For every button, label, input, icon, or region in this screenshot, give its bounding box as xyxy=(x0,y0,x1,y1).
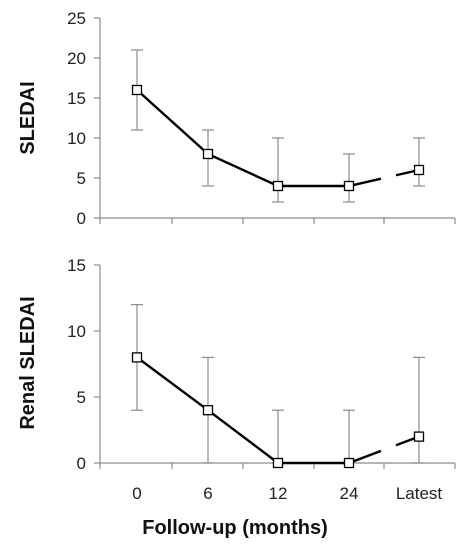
x-tick-label: 12 xyxy=(269,484,288,503)
renal-sledai-panel: Renal SLEDAI 0 5 10 15 0 6 12 24 Latest xyxy=(17,256,456,503)
y-tick-label: 10 xyxy=(67,322,86,341)
data-point-marker xyxy=(131,352,143,363)
data-point-marker xyxy=(202,148,214,160)
x-tick-label: Latest xyxy=(396,484,443,503)
y-ticks: 0 5 10 15 xyxy=(67,256,100,473)
data-point-marker xyxy=(413,164,425,176)
x-tick-label: 0 xyxy=(132,484,141,503)
y-tick-label: 15 xyxy=(67,256,86,275)
data-markers xyxy=(131,84,425,192)
y-tick-label: 15 xyxy=(67,89,86,108)
x-tick-labels: 0 6 12 24 Latest xyxy=(132,484,442,503)
x-tick-label: 24 xyxy=(340,484,359,503)
data-point-marker xyxy=(272,457,284,469)
y-tick-label: 10 xyxy=(67,129,86,148)
y-tick-label: 0 xyxy=(77,209,86,228)
y-tick-label: 5 xyxy=(77,388,86,407)
data-point-marker xyxy=(343,457,355,469)
data-point-marker xyxy=(272,180,284,192)
y-tick-label: 5 xyxy=(77,169,86,188)
x-ticks xyxy=(99,463,456,469)
data-point-marker xyxy=(202,405,214,416)
data-point-marker xyxy=(343,180,355,192)
y-axis-label-renal-sledai: Renal SLEDAI xyxy=(17,296,39,429)
y-tick-label: 20 xyxy=(67,49,86,68)
data-markers xyxy=(131,352,425,469)
data-point-marker xyxy=(413,431,425,442)
y-axis-label-sledai: SLEDAI xyxy=(17,81,39,154)
data-point-marker xyxy=(131,84,143,96)
x-axis-label: Follow-up (months) xyxy=(142,517,328,539)
y-ticks: 0 5 10 15 20 25 xyxy=(67,9,100,228)
y-tick-label: 25 xyxy=(67,9,86,28)
error-bars xyxy=(131,304,425,464)
x-tick-label: 6 xyxy=(203,484,212,503)
series-line-segment xyxy=(136,89,382,188)
y-tick-label: 0 xyxy=(77,454,86,473)
x-ticks xyxy=(99,218,456,224)
sledai-panel: SLEDAI 0 5 10 15 20 25 xyxy=(17,9,456,228)
